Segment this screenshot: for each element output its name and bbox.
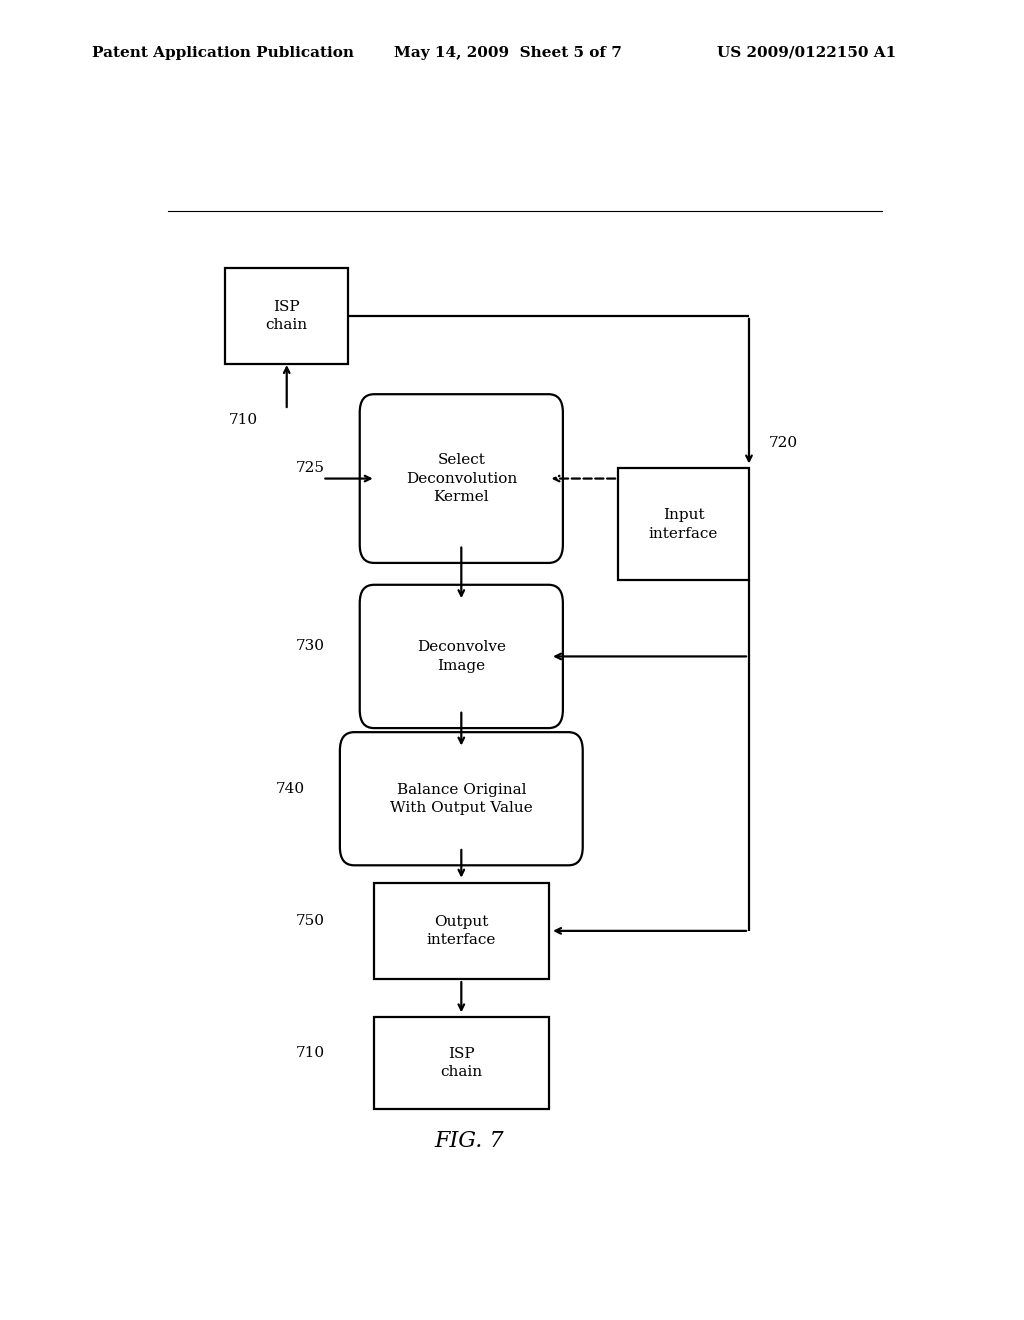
FancyBboxPatch shape [359,585,563,729]
Text: 725: 725 [296,462,325,475]
FancyBboxPatch shape [359,395,563,562]
Text: 740: 740 [276,781,305,796]
Text: ISP
chain: ISP chain [265,300,308,333]
Text: ISP
chain: ISP chain [440,1047,482,1080]
Bar [225,268,348,364]
Text: 720: 720 [769,436,798,450]
Text: 710: 710 [296,1045,325,1060]
Text: Deconvolve
Image: Deconvolve Image [417,640,506,673]
Text: May 14, 2009  Sheet 5 of 7: May 14, 2009 Sheet 5 of 7 [394,46,623,59]
Text: Select
Deconvolution
Kermel: Select Deconvolution Kermel [406,453,517,504]
Text: Patent Application Publication: Patent Application Publication [92,46,354,59]
Text: 750: 750 [296,913,325,928]
Text: 730: 730 [296,639,325,653]
Bar [618,469,749,581]
FancyBboxPatch shape [340,733,583,866]
Text: 710: 710 [228,413,258,428]
Bar [374,883,549,979]
Bar [374,1018,549,1109]
Text: Output
interface: Output interface [427,915,496,946]
Text: Input
interface: Input interface [649,508,718,540]
Text: FIG. 7: FIG. 7 [434,1130,504,1152]
Text: US 2009/0122150 A1: US 2009/0122150 A1 [717,46,896,59]
Text: Balance Original
With Output Value: Balance Original With Output Value [390,783,532,814]
